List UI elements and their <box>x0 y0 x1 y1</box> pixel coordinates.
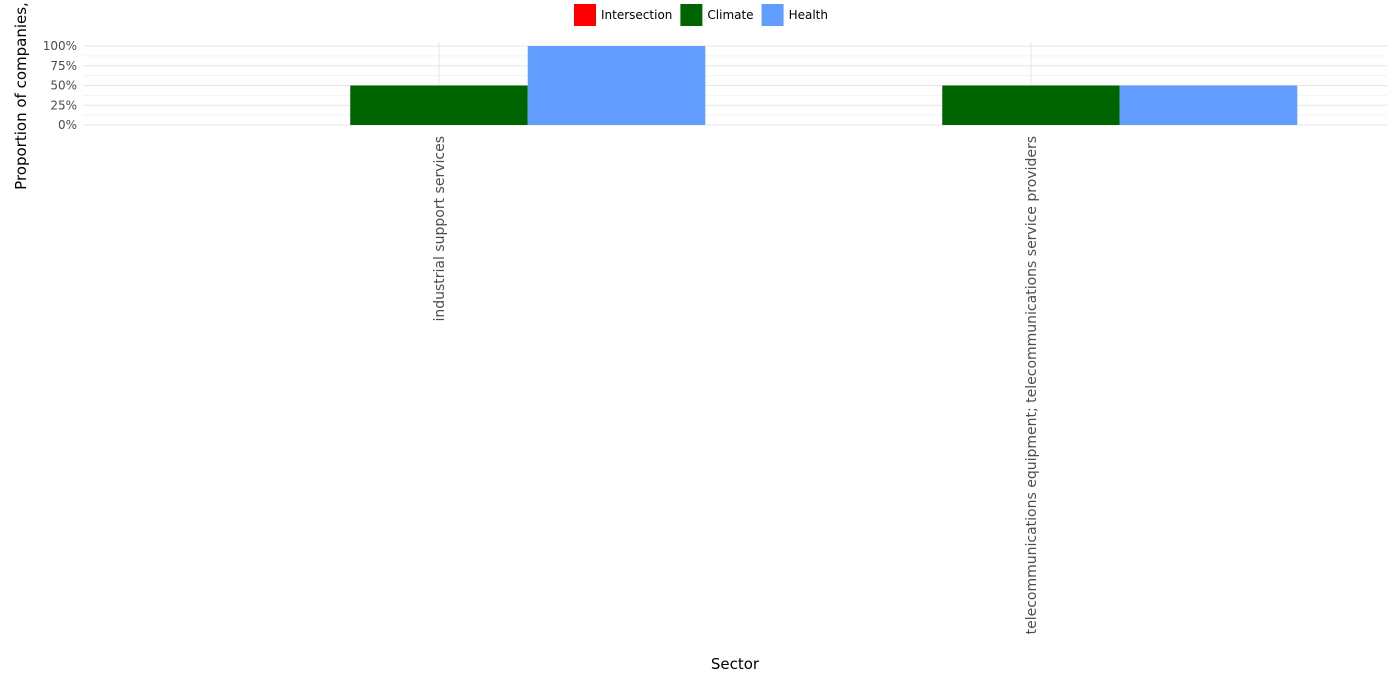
legend-label-intersection: Intersection <box>601 8 672 22</box>
legend-swatch-intersection <box>574 4 596 26</box>
bar-health-2 <box>1119 85 1298 125</box>
x-tick-label: telecommunications equipment; telecommun… <box>1024 136 1040 634</box>
x-axis-title: Sector <box>711 655 760 673</box>
x-tick-label: industrial support services <box>432 136 448 322</box>
grid <box>83 42 1387 126</box>
legend: Intersection Climate Health <box>574 4 828 26</box>
bar-climate-2 <box>942 85 1120 125</box>
y-tick-label: 25% <box>50 98 77 112</box>
y-tick-label: 0% <box>58 118 77 132</box>
y-tick-label: 75% <box>50 59 77 73</box>
y-tick-label: 100% <box>43 39 77 53</box>
bars <box>350 46 1298 125</box>
legend-label-climate: Climate <box>707 8 753 22</box>
x-axis-ticks: industrial support services telecommunica… <box>432 136 1040 634</box>
y-axis-ticks: 0% 25% 50% 75% 100% <box>43 39 77 132</box>
y-tick-label: 50% <box>50 79 77 93</box>
bar-climate-1 <box>350 85 528 125</box>
legend-swatch-climate <box>680 4 703 26</box>
legend-swatch-health <box>761 4 784 26</box>
y-axis-title: Proportion of companies, <box>12 2 30 190</box>
bar-health-1 <box>527 46 706 125</box>
legend-label-health: Health <box>789 8 828 22</box>
